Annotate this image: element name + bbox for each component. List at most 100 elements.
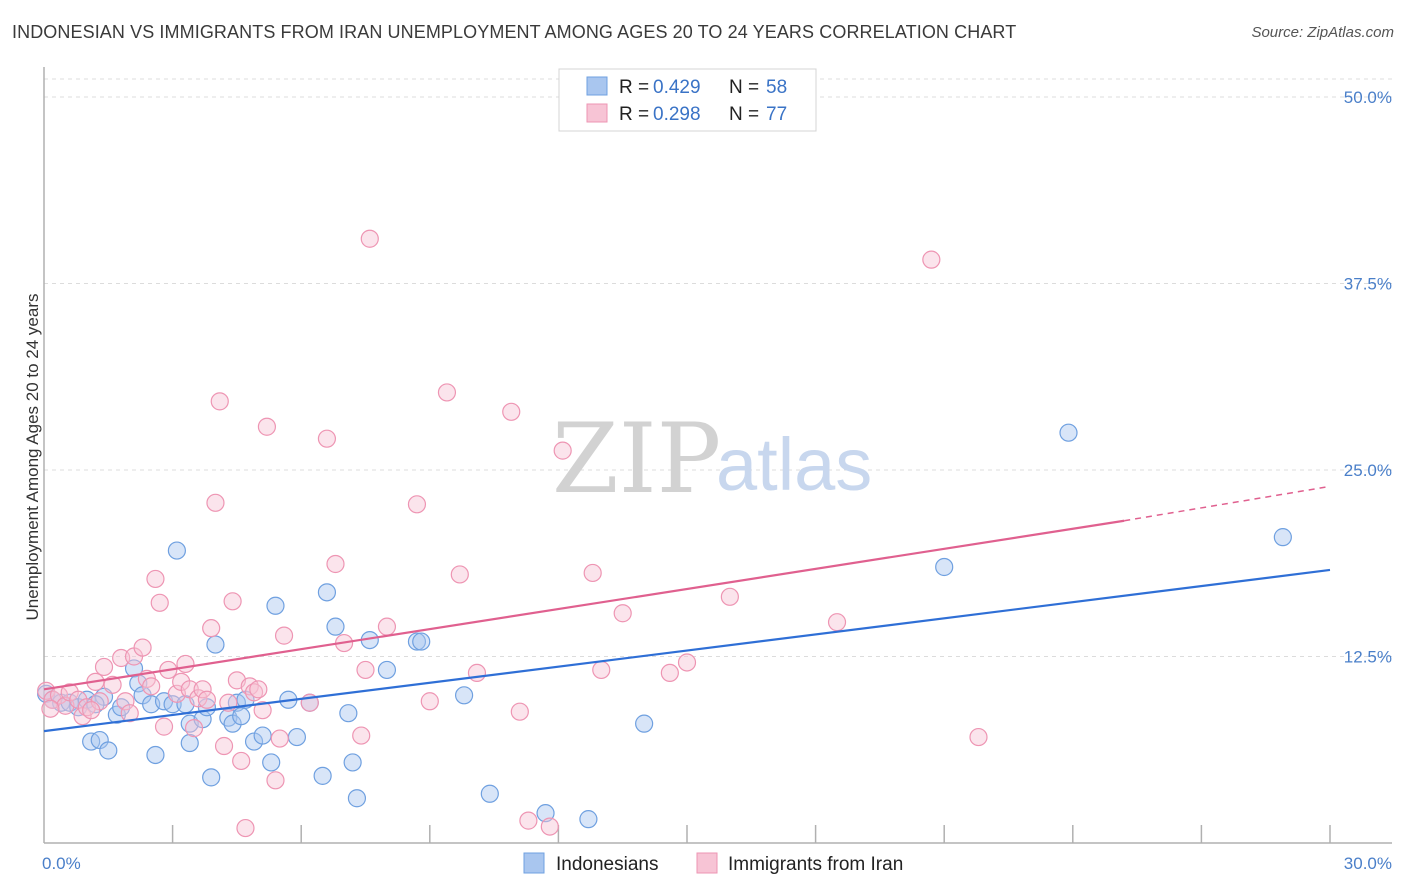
iran-point-26 [184,719,204,738]
x-tick-label-0: 0.0% [42,854,81,873]
indonesians-point-41 [326,617,345,636]
iran-point-36 [232,751,251,771]
legend-n-value-0: 58 [766,77,787,98]
iran-point-24 [176,654,195,674]
y-tick-label-3: 50.0% [1344,88,1392,107]
iran-point-14 [120,704,139,723]
y-tick-labels: 12.5% 25.0% 37.5% 50.0% [1344,88,1392,667]
indonesians-point-50 [480,784,499,803]
indonesians-trend-line [43,568,1331,733]
indonesians-point-51 [536,804,555,823]
iran-point-33 [214,736,234,756]
iran-point-37 [236,818,255,838]
iran-point-62 [540,817,559,836]
iran-point-13 [116,692,135,711]
indonesians-point-18 [163,695,182,714]
indonesians-point-55 [1059,423,1078,442]
legend-n-label-1: N = [729,104,759,125]
indonesians-point-42 [339,704,358,723]
iran-point-75 [82,701,101,720]
iran-point-67 [660,663,679,683]
indonesians-point-25 [202,768,221,787]
indonesians-point-44 [347,789,367,808]
trend-lines [43,485,1331,733]
bottom-legend-label-iran: Immigrants from Iran [728,854,903,875]
indonesians-point-46 [377,660,397,680]
iran-point-57 [450,565,469,584]
legend-n-label-0: N = [729,77,759,98]
iran-point-69 [720,587,739,606]
indonesians-point-52 [579,810,598,829]
watermark-zip: ZIP [552,403,721,515]
indonesians-point-53 [635,714,654,733]
iran-point-52 [360,229,379,248]
iran-point-11 [103,675,122,694]
iran-point-47 [317,429,337,448]
iran-point-56 [437,383,457,402]
iran-point-45 [274,626,294,645]
iran-point-73 [41,699,60,718]
iran-point-68 [677,653,697,672]
x-tick-labels: 0.0% 30.0% [42,854,1392,873]
y-tick-label-2: 37.5% [1344,275,1392,294]
y-tick-label-1: 25.0% [1344,461,1392,480]
x-tick-marks [171,825,1331,843]
y-axis-label: Unemployment Among Ages 20 to 24 years [23,294,42,621]
indonesians-point-48 [412,632,431,651]
indonesians-point-34 [262,753,281,772]
iran-trend-line [43,519,1125,691]
iran-point-72 [969,727,988,747]
indonesians-point-43 [343,753,362,772]
iran-point-42 [257,417,277,436]
iran-point-64 [583,563,602,583]
iran-point-16 [133,638,152,657]
iran-point-51 [356,660,375,680]
source-label: Source: ZipAtlas.com [1251,24,1394,41]
chart-title: INDONESIAN VS IMMIGRANTS FROM IRAN UNEMP… [12,22,1017,42]
legend-swatch-indonesians [586,76,608,96]
iran-point-61 [519,811,538,830]
legend-r-value-0: 0.429 [653,77,701,98]
indonesians-point-26 [206,635,225,654]
legend-r-value-1: 0.298 [653,104,701,125]
iran-point-66 [613,604,632,623]
x-tick-label-1: 30.0% [1344,854,1392,873]
iran-point-41 [253,701,272,720]
bottom-legend-label-indonesians: Indonesians [556,854,658,875]
iran-point-48 [326,554,345,574]
indonesians-point-30 [232,707,251,726]
iran-point-30 [202,619,221,638]
iran-point-43 [266,771,285,790]
indonesians-point-9 [99,741,118,760]
indonesians-point-37 [287,727,307,747]
bottom-legend-swatch-iran [696,852,718,874]
indonesians-point-47 [407,632,427,651]
iran-point-70 [827,613,847,632]
iran-point-59 [502,402,521,421]
stats-legend: R = 0.429 N = 58 R = 0.298 N = 77 [558,68,817,132]
y-tick-label-0: 12.5% [1344,648,1392,667]
iran-point-31 [206,493,225,512]
iran-trend-line-extension [1124,485,1331,522]
iran-point-10 [94,657,114,677]
legend-n-value-1: 77 [766,104,787,125]
legend-swatch-iran [586,103,608,123]
indonesians-point-40 [317,583,337,602]
indonesians-point-19 [167,541,186,560]
iran-point-20 [154,717,174,736]
series-indonesians [37,423,1292,829]
bottom-legend-swatch-indonesians [523,852,545,874]
legend-r-label-1: R = [619,104,649,125]
iran-point-44 [270,729,289,748]
gridlines [44,78,1392,657]
series-immigrants-from-iran [37,229,988,838]
iran-point-74 [142,677,161,696]
iran-point-50 [352,726,371,745]
iran-point-55 [420,692,439,711]
indonesians-point-33 [253,726,272,745]
iran-point-71 [922,250,941,269]
iran-point-60 [510,702,529,721]
iran-point-32 [210,392,229,411]
iran-point-58 [467,663,487,683]
